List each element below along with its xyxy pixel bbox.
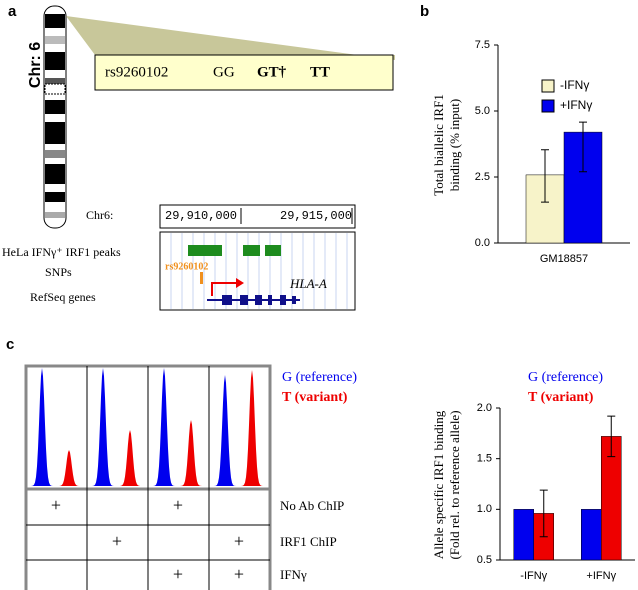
cell-mark: + xyxy=(51,495,61,515)
error-bar xyxy=(541,149,549,203)
peak xyxy=(213,375,237,486)
y-axis-title: (Fold rel. to reference allele) xyxy=(447,410,462,559)
row-label: IRF1 ChIP xyxy=(280,534,337,549)
peak xyxy=(240,370,264,486)
cell-mark: + xyxy=(112,531,122,551)
bar xyxy=(581,509,602,561)
track-label: HeLa IFNγ⁺ IRF1 peaks xyxy=(2,245,121,259)
cell-mark: + xyxy=(173,564,183,584)
panel-label: a xyxy=(8,3,17,20)
y-tick-label: 1.5 xyxy=(477,453,492,465)
gene-label: HLA-A xyxy=(289,276,327,291)
y-tick-label: 7.5 xyxy=(475,39,490,51)
panel-label: b xyxy=(420,3,429,20)
y-tick-label: 0.0 xyxy=(475,237,490,249)
tss-arrow xyxy=(211,282,236,296)
y-axis-title: binding (% input) xyxy=(447,99,462,191)
genotype: GG xyxy=(213,64,235,80)
table-lines xyxy=(26,366,270,590)
error-bar xyxy=(579,121,587,173)
tss-arrowhead xyxy=(236,278,244,288)
y-tick-label: 1.0 xyxy=(477,503,492,515)
chrom-label: Chr6: xyxy=(86,208,113,222)
legend-swatch xyxy=(541,99,555,113)
callout-wedge xyxy=(66,16,395,60)
chromatogram xyxy=(30,368,264,486)
x-tick-label: -IFNγ xyxy=(520,570,547,582)
legend-swatch xyxy=(541,79,555,93)
panel-label: c xyxy=(6,336,14,353)
row-label: IFNγ xyxy=(280,567,307,582)
peaks xyxy=(188,245,281,256)
legend-label: G (reference) xyxy=(282,370,357,385)
chromosome xyxy=(43,5,67,229)
x-tick-label: GM18857 xyxy=(540,253,588,265)
peak xyxy=(91,368,115,486)
y-tick-label: 2.5 xyxy=(475,171,490,183)
chromosome-label: Chr: 6 xyxy=(27,42,44,88)
x-tick-label: +IFNγ xyxy=(586,570,616,582)
cell-mark: + xyxy=(234,531,244,551)
peak xyxy=(152,368,176,486)
y-axis-title: Allele specific IRF1 binding xyxy=(431,410,446,559)
legend-label: +IFNγ xyxy=(560,98,592,112)
error-bar xyxy=(539,489,548,538)
bar xyxy=(513,509,534,561)
peak xyxy=(57,450,81,486)
cell-mark: + xyxy=(234,564,244,584)
y-tick-label: 2.0 xyxy=(477,402,492,414)
legend-label: G (reference) xyxy=(528,370,603,385)
y-axis-title: Total biallelic IRF1 xyxy=(431,94,446,196)
callout-box xyxy=(94,54,394,91)
row-label: No Ab ChIP xyxy=(280,498,344,513)
track-label: RefSeq genes xyxy=(30,290,96,304)
genotype: TT xyxy=(310,64,330,80)
legend-label: -IFNγ xyxy=(560,78,589,92)
genotype: GT† xyxy=(257,64,287,80)
ruler xyxy=(159,204,356,229)
snp-track-label: rs9260102 xyxy=(165,261,208,272)
y-tick-label: 0.5 xyxy=(477,554,492,566)
peak xyxy=(118,430,142,486)
legend-label: T (variant) xyxy=(528,390,594,405)
track-label: SNPs xyxy=(45,265,72,279)
y-tick-label: 5.0 xyxy=(475,105,490,117)
snp-id: rs9260102 xyxy=(105,64,168,80)
error-bar xyxy=(607,415,616,458)
snp-mark xyxy=(200,272,203,284)
peak xyxy=(179,420,203,486)
legend-label: T (variant) xyxy=(282,390,348,405)
position: 29,915,000 xyxy=(280,209,352,223)
cell-mark: + xyxy=(173,495,183,515)
peak xyxy=(30,368,54,486)
position: 29,910,000 xyxy=(165,209,237,223)
gene-model xyxy=(207,295,300,305)
